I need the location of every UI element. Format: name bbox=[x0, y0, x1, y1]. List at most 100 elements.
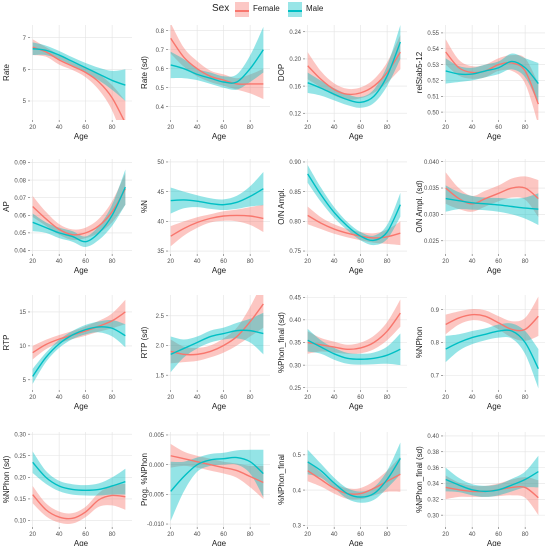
y-tick-label: 0.09 bbox=[14, 161, 26, 167]
gridlines bbox=[443, 159, 545, 254]
panel-12: 0.7 0.8 0.9 20 40 60 80 Age %NPhon bbox=[415, 295, 545, 411]
confidence-band-female bbox=[170, 204, 264, 247]
x-tick-label: 60 bbox=[495, 395, 502, 401]
y-tick-label: 0.90 bbox=[289, 160, 301, 166]
gridlines bbox=[443, 295, 545, 390]
gridlines bbox=[305, 295, 407, 390]
y-tick-label: 0.06 bbox=[14, 213, 26, 219]
gridlines bbox=[443, 432, 545, 527]
confidence-band-male bbox=[170, 172, 264, 214]
y-tick-label: 0.75 bbox=[289, 249, 301, 255]
plot-area bbox=[170, 172, 264, 247]
y-axis-label: relStab5-12 bbox=[415, 51, 424, 93]
y-tick-label: 0.85 bbox=[289, 190, 301, 196]
series-line-female bbox=[170, 303, 264, 356]
plot-area bbox=[445, 296, 540, 389]
x-tick-label: 60 bbox=[220, 125, 227, 131]
panel-13: 0.10 0.15 0.20 0.25 0.30 20 40 60 80 Age %NPhon (s… bbox=[2, 432, 132, 546]
x-tick-label: 20 bbox=[442, 125, 449, 131]
series-line-female bbox=[307, 312, 401, 351]
y-tick-label: 0.20 bbox=[14, 476, 26, 482]
plot-area bbox=[32, 451, 126, 525]
y-tick-label: 0.53 bbox=[427, 63, 439, 69]
panel-2: 0.4 0.5 0.6 0.7 0.8 20 40 60 80 Age Rate (sd) bbox=[140, 25, 270, 141]
x-axis-label: Age bbox=[349, 132, 364, 141]
panel-6: 35 40 45 50 20 40 60 80 Age %N bbox=[140, 159, 270, 275]
confidence-band-male bbox=[170, 26, 264, 90]
legend: Sex Female Male bbox=[0, 0, 550, 20]
x-tick-label: 20 bbox=[29, 395, 36, 401]
y-tick-label: 0.40 bbox=[289, 318, 301, 324]
x-tick-label: 20 bbox=[167, 125, 174, 131]
y-tick-label: 0.08 bbox=[14, 178, 26, 184]
x-tick-label: 60 bbox=[220, 259, 227, 265]
panel-16: 0.30 0.32 0.34 0.36 0.38 0.40 20 40 60 80 Age %NPho… bbox=[415, 432, 545, 546]
panel-9: 5 10 15 20 40 60 80 Age RTP bbox=[2, 295, 132, 411]
x-tick-label: 40 bbox=[331, 125, 338, 131]
x-tick-label: 60 bbox=[495, 532, 502, 538]
plot-area bbox=[170, 25, 264, 100]
x-tick-label: 40 bbox=[194, 395, 201, 401]
y-tick-label: 0.20 bbox=[289, 57, 301, 63]
x-tick-label: 40 bbox=[469, 259, 476, 265]
y-axis-label: O/N Ampl. bbox=[277, 188, 286, 224]
series-line-male bbox=[445, 470, 539, 493]
gridlines bbox=[168, 25, 270, 120]
x-tick-label: 40 bbox=[56, 125, 63, 131]
confidence-band-male bbox=[307, 164, 401, 246]
confidence-band-male bbox=[170, 312, 264, 373]
x-tick-label: 20 bbox=[304, 395, 311, 401]
x-tick-label: 80 bbox=[522, 532, 529, 538]
x-tick-label: 20 bbox=[29, 259, 36, 265]
y-tick-label: 0.80 bbox=[289, 220, 301, 226]
series-line-female bbox=[170, 214, 264, 237]
x-tick-label: 40 bbox=[331, 395, 338, 401]
x-tick-label: 20 bbox=[304, 532, 311, 538]
x-axis-label: Age bbox=[74, 266, 89, 275]
x-axis-label: Age bbox=[212, 132, 227, 141]
y-axis-label: %NPhon_final bbox=[277, 454, 286, 505]
y-tick-label: 0.07 bbox=[14, 196, 26, 202]
legend-key-line bbox=[288, 10, 302, 12]
x-axis-label: Age bbox=[349, 402, 364, 411]
y-tick-label: 0.54 bbox=[427, 47, 439, 53]
y-tick-label: -0.005 bbox=[147, 493, 165, 499]
y-axis-label: Rate (sd) bbox=[140, 56, 149, 89]
x-tick-label: 80 bbox=[384, 532, 391, 538]
x-tick-label: 60 bbox=[495, 259, 502, 265]
gridlines bbox=[305, 25, 407, 120]
x-axis-label: Age bbox=[487, 266, 502, 275]
series-line-female bbox=[445, 313, 539, 332]
x-tick-label: 60 bbox=[82, 259, 89, 265]
series-line-female bbox=[445, 186, 539, 205]
panel-4: 0.50 0.51 0.52 0.53 0.54 0.55 20 40 60 80 Age relSt… bbox=[415, 25, 545, 141]
series-line-female bbox=[170, 455, 264, 484]
plot-area bbox=[32, 299, 126, 384]
gridlines bbox=[443, 25, 545, 120]
y-tick-label: 0.45 bbox=[289, 295, 301, 301]
y-tick-label: 0.7 bbox=[156, 48, 165, 54]
x-tick-label: 40 bbox=[56, 259, 63, 265]
x-tick-label: 60 bbox=[82, 125, 89, 131]
series-line-female bbox=[32, 494, 126, 520]
y-tick-label: 0.34 bbox=[427, 482, 439, 488]
x-tick-label: 40 bbox=[469, 395, 476, 401]
confidence-band-male bbox=[445, 185, 539, 225]
y-tick-label: 10 bbox=[19, 344, 26, 350]
y-tick-label: 5 bbox=[23, 99, 27, 105]
y-tick-label: 0.25 bbox=[289, 386, 301, 392]
x-tick-label: 80 bbox=[247, 532, 254, 538]
confidence-band-male bbox=[307, 442, 401, 503]
x-tick-label: 40 bbox=[56, 395, 63, 401]
legend-key-male bbox=[288, 2, 302, 17]
y-axis-label: Prog. %NPhon bbox=[140, 453, 149, 506]
x-tick-label: 20 bbox=[304, 125, 311, 131]
y-tick-label: 0.005 bbox=[149, 433, 165, 439]
y-axis-label: AP bbox=[2, 201, 11, 212]
y-tick-label: -0.010 bbox=[147, 522, 165, 528]
y-axis-label: %NPhon (sd) bbox=[2, 455, 11, 503]
y-tick-label: 0.6 bbox=[156, 67, 165, 73]
panel-5: 0.04 0.05 0.06 0.07 0.08 0.09 20 40 60 80 Age AP bbox=[2, 159, 132, 275]
series-line-female bbox=[307, 214, 401, 239]
